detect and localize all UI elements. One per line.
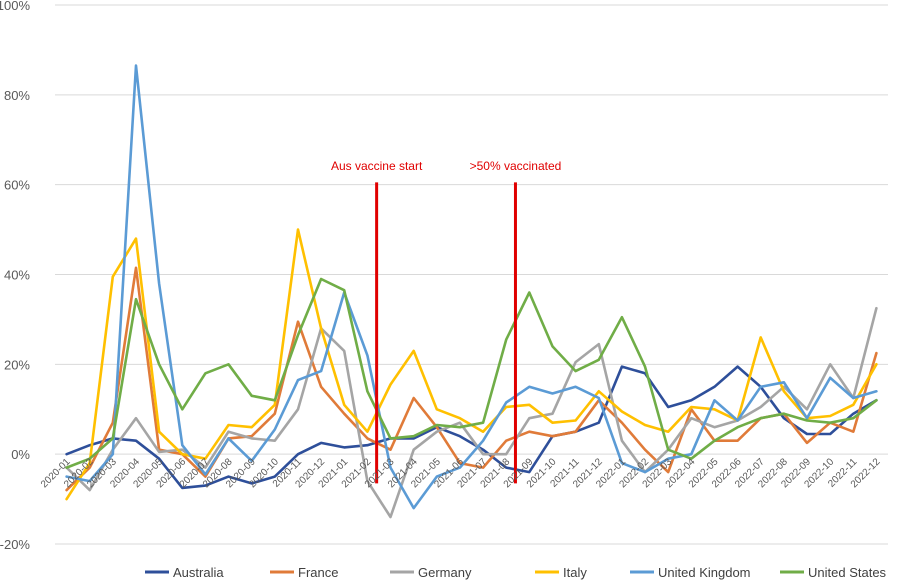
annotation-label: >50% vaccinated (470, 159, 562, 173)
gridlines (55, 4, 888, 545)
annotation-label: Aus vaccine start (331, 159, 423, 173)
y-tick-label: 60% (4, 178, 30, 193)
y-tick-label: 80% (4, 88, 30, 103)
annotations: Aus vaccine start >50% vaccinated (331, 159, 562, 484)
series-line-united-kingdom (65, 64, 878, 510)
y-axis-ticks: -20% 0% 20% 40% 60% 80% 100% (0, 0, 30, 552)
series-line-france (65, 266, 878, 492)
series-line-united-states (65, 277, 878, 469)
legend-label: Germany (418, 565, 472, 580)
legend-label: United Kingdom (658, 565, 751, 580)
y-tick-label: 0% (11, 447, 30, 462)
legend-label: Italy (563, 565, 587, 580)
legend: Australia France Germany Italy United Kingdo… (145, 565, 887, 580)
y-tick-label: 100% (0, 0, 30, 13)
y-tick-label: 20% (4, 357, 30, 372)
y-tick-label: -20% (0, 537, 30, 552)
x-axis-ticks: 2020-012020-022020-032020-042020-052020-… (39, 456, 883, 490)
y-tick-label: 40% (4, 268, 30, 283)
legend-label: France (298, 565, 338, 580)
series-lines (65, 64, 878, 519)
legend-label: United States (808, 565, 887, 580)
legend-label: Australia (173, 565, 224, 580)
series-line-australia (65, 365, 878, 490)
series-line-germany (65, 306, 878, 519)
